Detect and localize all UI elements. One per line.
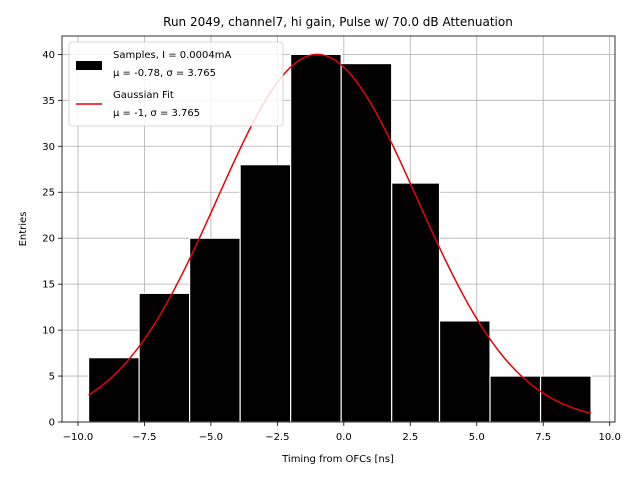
- chart-title: Run 2049, channel7, hi gain, Pulse w/ 70…: [163, 15, 513, 29]
- y-tick-label: 0: [49, 418, 55, 429]
- legend-box: [68, 41, 284, 127]
- y-tick-label: 40: [42, 50, 55, 61]
- x-tick-label: 5.0: [469, 432, 485, 443]
- gaussian-fit-line: [88, 53, 592, 415]
- x-tick-label: 2.5: [402, 432, 418, 443]
- x-tick-label: 10.0: [599, 432, 621, 443]
- histogram-bar: [239, 164, 292, 423]
- histogram-bar: [539, 375, 592, 423]
- x-tick-label: −10.0: [63, 432, 94, 443]
- histogram-bar: [138, 292, 191, 423]
- y-axis-ticks: 0 5 10 15 20 25 30 35 40: [42, 50, 62, 429]
- histogram-bar: [290, 53, 342, 423]
- y-tick-label: 15: [42, 280, 55, 291]
- y-tick-label: 30: [42, 142, 55, 153]
- histogram-bar: [489, 375, 542, 423]
- plot-frame: [61, 35, 616, 423]
- legend: Samples, I = 0.0004mA μ = -0.78, σ = 3.7…: [68, 41, 284, 127]
- y-tick-label: 25: [42, 188, 55, 199]
- histogram-bar: [438, 320, 491, 423]
- y-tick-label: 35: [42, 96, 55, 107]
- x-tick-label: 7.5: [535, 432, 551, 443]
- y-tick-label: 20: [42, 234, 55, 245]
- histogram-bars: [87, 53, 592, 423]
- x-tick-label: −7.5: [132, 432, 156, 443]
- y-axis-label: Entries: [18, 212, 29, 247]
- y-tick-label: 10: [42, 326, 55, 337]
- x-axis-ticks: −10.0 −7.5 −5.0 −2.5 0.0 2.5 5.0 7.5 10.0: [63, 422, 621, 443]
- x-axis-label: Timing from OFCs [ns]: [281, 454, 394, 465]
- histogram-bar: [340, 62, 393, 423]
- legend-fit-label: Gaussian Fit: [113, 90, 174, 101]
- histogram-bar: [391, 182, 441, 423]
- legend-samples-swatch: [76, 61, 102, 70]
- x-tick-label: −5.0: [199, 432, 223, 443]
- x-tick-label: 0.0: [336, 432, 352, 443]
- y-tick-label: 5: [49, 372, 55, 383]
- histogram-bar: [189, 237, 241, 423]
- x-tick-label: −2.5: [265, 432, 289, 443]
- legend-fit-stats: μ = -1, σ = 3.765: [113, 108, 200, 119]
- legend-samples-label: Samples, I = 0.0004mA: [113, 50, 231, 61]
- legend-samples-stats: μ = -0.78, σ = 3.765: [113, 68, 216, 79]
